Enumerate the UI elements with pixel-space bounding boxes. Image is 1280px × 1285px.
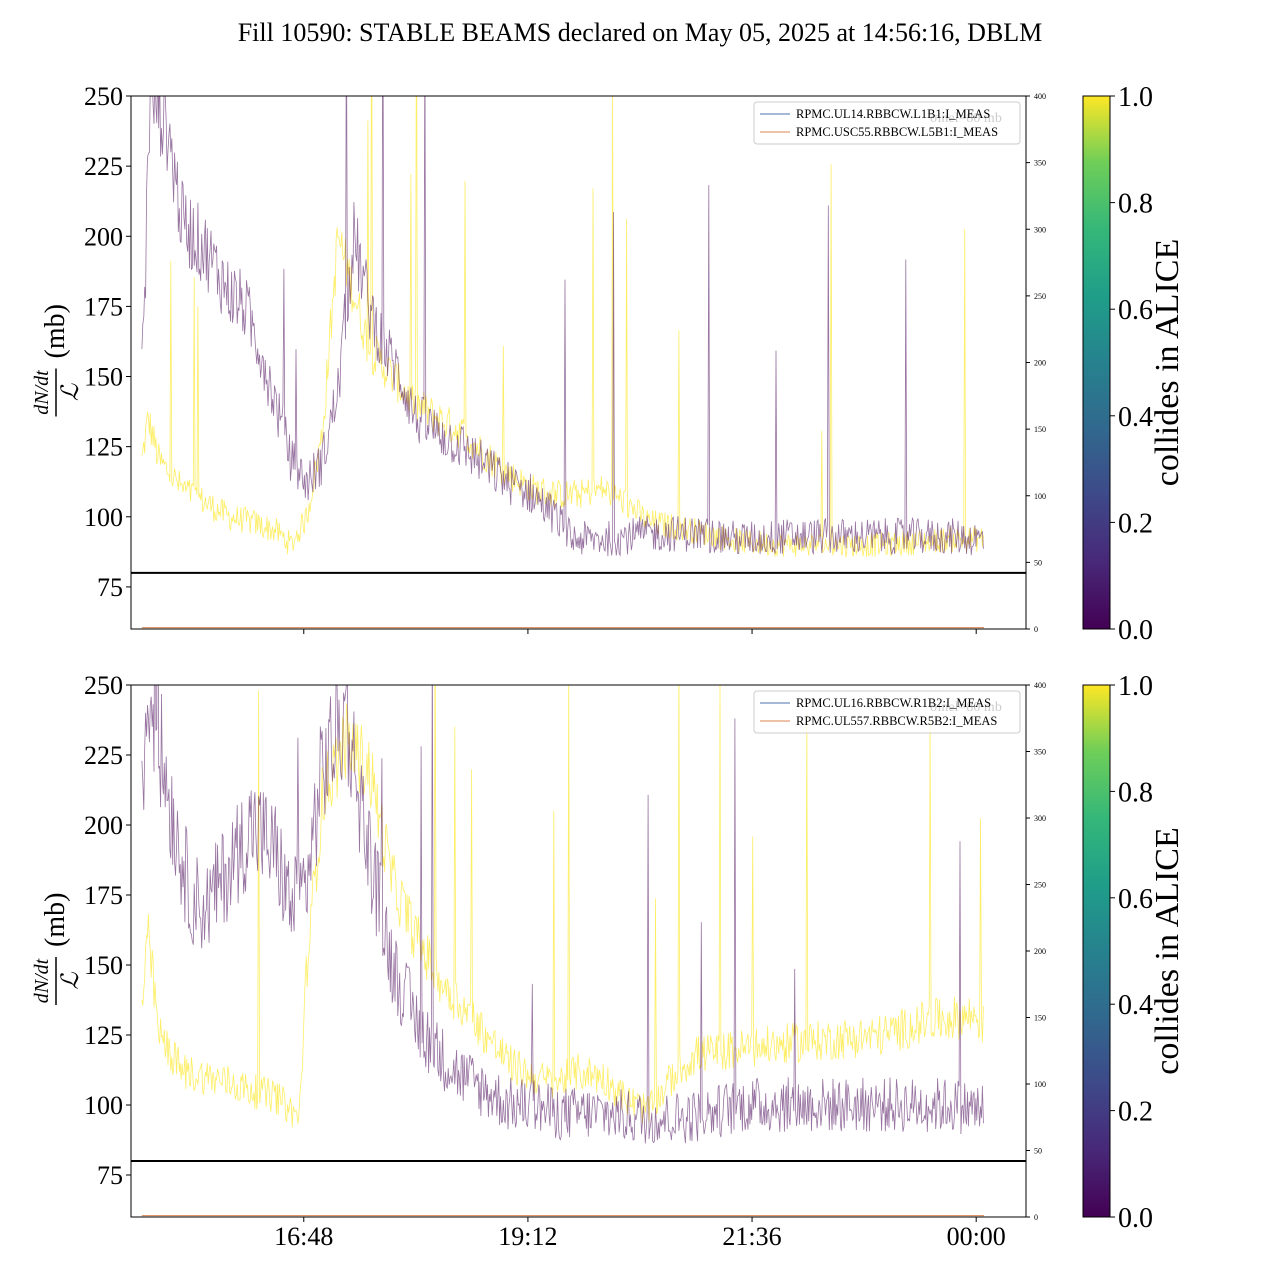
y2-tick-label: 250 — [1034, 292, 1046, 301]
y-tick-label: 200 — [84, 811, 123, 840]
y2-tick-label: 400 — [1034, 681, 1046, 690]
legend-label: RPMC.UL14.RBBCW.L1B1:I_MEAS — [796, 107, 990, 121]
y2-tick-label: 300 — [1034, 225, 1046, 234]
y2-tick-label: 100 — [1034, 1080, 1046, 1089]
panel-2: 75 100 125 150 175 200 225 250 0 50 100 150 200 250 30… — [31, 671, 1186, 1251]
y-tick-label: 125 — [84, 433, 123, 462]
colorbar-tick-label: 0.0 — [1118, 1203, 1153, 1234]
y-label-unit: (mb) — [40, 304, 71, 358]
y2-tick-label: 200 — [1034, 947, 1046, 956]
legend-label: RPMC.UL557.RBBCW.R5B2:I_MEAS — [796, 714, 997, 728]
y-tick-label: 150 — [84, 363, 123, 392]
y-tick-label: 175 — [84, 881, 123, 910]
series-line-purple — [141, 96, 984, 557]
series-line-yellow — [141, 685, 984, 1128]
x-tick-label: 19:12 — [498, 1222, 557, 1251]
y2-tick-label: 50 — [1034, 1147, 1042, 1156]
y2-tick-label: 50 — [1034, 558, 1042, 567]
y2-tick-label: 100 — [1034, 492, 1046, 501]
legend-label: RPMC.USC55.RBBCW.L5B1:I_MEAS — [796, 125, 998, 139]
y-tick-label: 100 — [84, 503, 123, 532]
y-tick-label: 125 — [84, 1021, 123, 1050]
y2-tick-label: 400 — [1034, 92, 1046, 101]
colorbar-label-text: collides in ALICE — [1149, 239, 1186, 486]
y-tick-label: 150 — [84, 951, 123, 980]
y-tick-label: 250 — [84, 671, 123, 700]
y-tick-label: 75 — [97, 1161, 123, 1190]
panel-1: 75 100 125 150 175 200 225 250 0 50 100 150 200 250 30… — [31, 82, 1186, 646]
series-line-yellow — [141, 96, 984, 558]
y-label-numerator: dN/dt — [31, 370, 53, 415]
colorbar-tick-label: 0.2 — [1118, 1097, 1153, 1128]
colorbar-tick-label: 0.2 — [1118, 508, 1153, 539]
colorbar-tick-label: 0.8 — [1118, 777, 1153, 808]
x-tick-label: 21:36 — [722, 1222, 781, 1251]
colorbar — [1082, 684, 1111, 1218]
plot-area — [141, 685, 984, 1217]
y2-tick-label: 0 — [1034, 625, 1038, 634]
colorbar-label-text: collides in ALICE — [1149, 827, 1186, 1074]
legend-box — [753, 690, 1021, 734]
y-tick-label: 225 — [84, 152, 123, 181]
y-tick-label: 200 — [84, 222, 123, 251]
colorbar-label: collides in ALICE — [1149, 239, 1186, 486]
y-tick-label: 225 — [84, 741, 123, 770]
y-tick-label: 75 — [97, 573, 123, 602]
y2-tick-label: 150 — [1034, 425, 1046, 434]
figure-title: Fill 10590: STABLE BEAMS declared on May… — [237, 18, 1043, 47]
y-axis-label: dN/dt ℒ (mb) — [31, 893, 84, 1005]
series-line-purple — [141, 685, 984, 1144]
y2-tick-label: 0 — [1034, 1213, 1038, 1222]
legend-label: RPMC.UL16.RBBCW.R1B2:I_MEAS — [796, 696, 991, 710]
y-axis-label: dN/dt ℒ (mb) — [31, 304, 84, 417]
plot-area — [141, 96, 984, 629]
legend-hidden-entry: σinel=80 mb — [930, 700, 1002, 715]
y2-tick-label: 250 — [1034, 881, 1046, 890]
y-label-unit: (mb) — [40, 893, 71, 947]
colorbar-tick-label: 1.0 — [1118, 671, 1153, 702]
y2-tick-label: 350 — [1034, 159, 1046, 168]
y2-tick-label: 200 — [1034, 359, 1046, 368]
x-tick-label: 00:00 — [947, 1222, 1006, 1251]
y-label-denominator: ℒ — [58, 972, 84, 990]
y-tick-label: 100 — [84, 1091, 123, 1120]
y2-tick-label: 300 — [1034, 814, 1046, 823]
axes-frame — [130, 684, 1027, 1218]
colorbar-tick-label: 0.4 — [1118, 990, 1153, 1021]
colorbar-tick-label: 0.4 — [1118, 402, 1153, 433]
legend-box — [753, 101, 1021, 145]
colorbar-tick-label: 1.0 — [1118, 82, 1153, 113]
colorbar-tick-label: 0.6 — [1118, 884, 1153, 915]
legend-hidden-entry: σinel=80 mb — [930, 111, 1002, 126]
y-label-denominator: ℒ — [58, 383, 84, 401]
y2-tick-label: 350 — [1034, 748, 1046, 757]
colorbar-tick-label: 0.6 — [1118, 295, 1153, 326]
x-tick-label: 16:48 — [274, 1222, 333, 1251]
colorbar — [1082, 95, 1111, 630]
colorbar-tick-label: 0.8 — [1118, 189, 1153, 220]
colorbar-tick-label: 0.0 — [1118, 615, 1153, 646]
y-tick-label: 250 — [84, 82, 123, 111]
y-label-numerator: dN/dt — [31, 958, 53, 1003]
colorbar-label: collides in ALICE — [1149, 827, 1186, 1074]
y2-tick-label: 150 — [1034, 1014, 1046, 1023]
y-tick-label: 175 — [84, 292, 123, 321]
